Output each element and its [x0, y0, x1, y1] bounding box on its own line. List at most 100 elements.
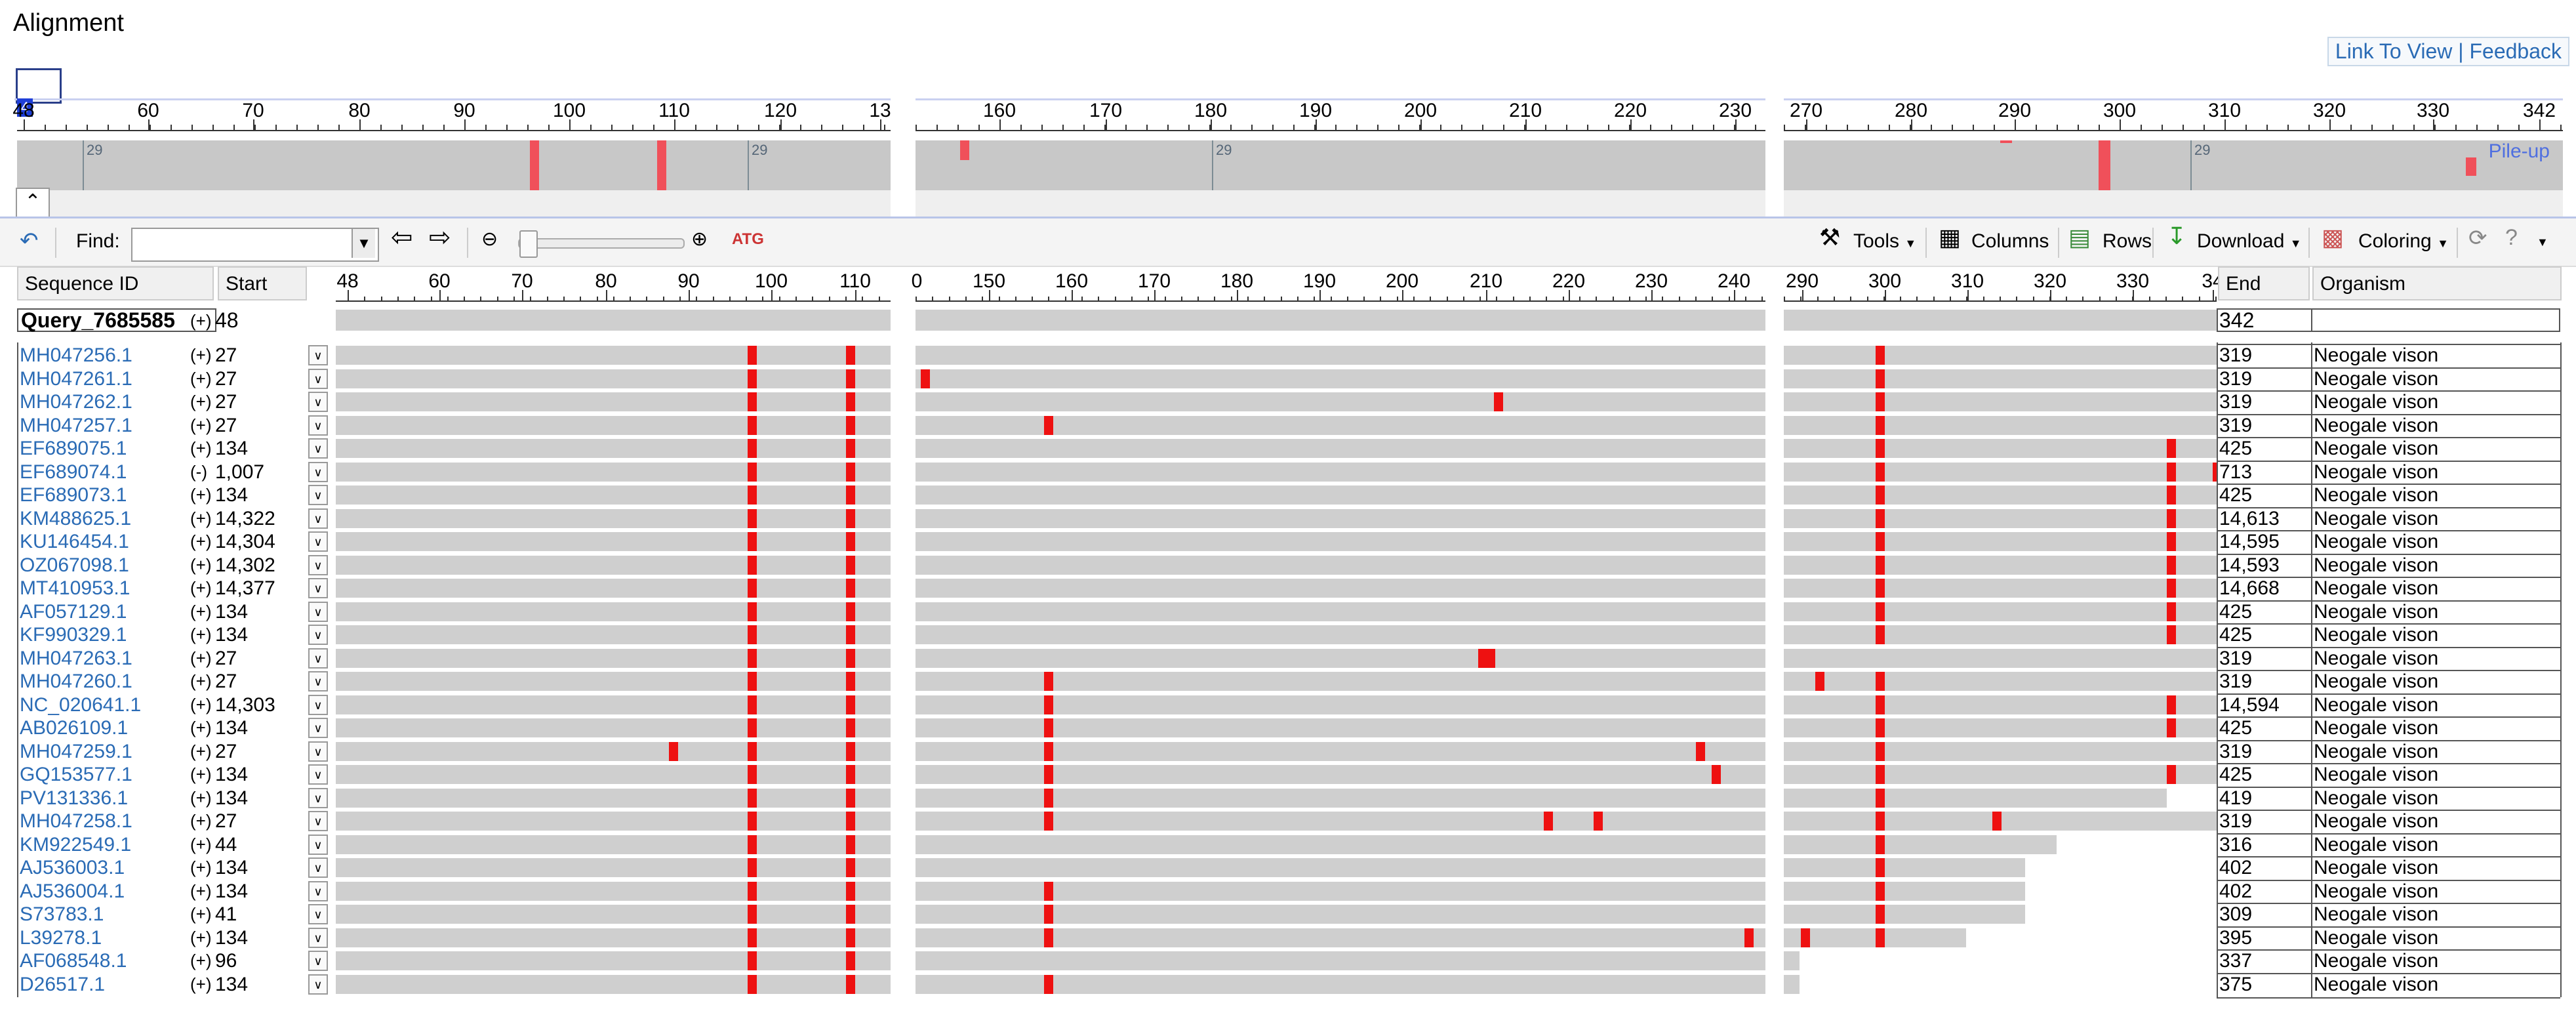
- alignment-bar[interactable]: [1784, 485, 2217, 505]
- alignment-bar[interactable]: [336, 765, 891, 784]
- alignment-bar[interactable]: [916, 882, 1765, 901]
- alignment-bar[interactable]: [916, 416, 1765, 435]
- row-expand-button[interactable]: ∨: [308, 438, 328, 459]
- coloring-icon[interactable]: ▩: [2322, 224, 2345, 251]
- alignment-bar[interactable]: [336, 742, 891, 761]
- alignment-bar[interactable]: [336, 812, 891, 831]
- download-icon[interactable]: ↧: [2167, 222, 2187, 249]
- tools-icon[interactable]: ⚒: [1819, 224, 1841, 251]
- sequence-id-link[interactable]: L39278.1: [20, 927, 102, 949]
- sequence-id-link[interactable]: MT410953.1: [20, 577, 131, 599]
- zoom-out-icon[interactable]: ⊖: [481, 228, 498, 250]
- alignment-bar[interactable]: [1784, 951, 1800, 970]
- alignment-bar[interactable]: [1784, 882, 2025, 901]
- alignment-bar[interactable]: [336, 975, 891, 994]
- alignment-bar[interactable]: [916, 695, 1765, 714]
- download-menu-button[interactable]: Download ▼: [2197, 230, 2302, 252]
- alignment-bar[interactable]: [336, 579, 891, 598]
- alignment-bar[interactable]: [336, 556, 891, 575]
- row-expand-button[interactable]: ∨: [308, 974, 328, 995]
- row-expand-button[interactable]: ∨: [308, 578, 328, 598]
- alignment-bar[interactable]: [336, 905, 891, 924]
- sequence-id-link[interactable]: EF689074.1: [20, 461, 127, 483]
- row-expand-button[interactable]: ∨: [308, 531, 328, 552]
- start-marker[interactable]: 4: [17, 98, 33, 117]
- sequence-id-link[interactable]: PV131336.1: [20, 787, 129, 809]
- show-sequence-icon[interactable]: ATG: [732, 230, 764, 248]
- link-to-view-link[interactable]: Link To View: [2335, 39, 2453, 63]
- alignment-bar[interactable]: [1784, 835, 2057, 854]
- row-expand-button[interactable]: ∨: [308, 811, 328, 831]
- sequence-id-link[interactable]: EF689075.1: [20, 438, 127, 459]
- alignment-bar[interactable]: [336, 789, 891, 808]
- pileup-label[interactable]: Pile-up: [2488, 140, 2550, 162]
- alignment-bar[interactable]: [1784, 649, 2217, 668]
- start-column-header[interactable]: Start: [218, 266, 307, 300]
- alignment-bar[interactable]: [1784, 625, 2217, 644]
- row-expand-button[interactable]: ∨: [308, 741, 328, 762]
- sequence-id-link[interactable]: KM488625.1: [20, 508, 132, 529]
- sequence-id-link[interactable]: MH047263.1: [20, 648, 132, 669]
- alignment-bar[interactable]: [1784, 579, 2217, 598]
- alignment-bar[interactable]: [336, 509, 891, 528]
- rows-button[interactable]: Rows: [2103, 230, 2152, 252]
- alignment-bar[interactable]: [336, 672, 891, 691]
- alignment-bar[interactable]: [1784, 672, 2217, 691]
- alignment-bar[interactable]: [1784, 416, 2217, 435]
- row-expand-button[interactable]: ∨: [308, 555, 328, 575]
- sequence-id-link[interactable]: GQ153577.1: [20, 764, 132, 785]
- alignment-bar[interactable]: [336, 858, 891, 877]
- alignment-bar[interactable]: [916, 556, 1765, 575]
- sequence-id-link[interactable]: AF068548.1: [20, 950, 127, 972]
- alignment-bar[interactable]: [336, 882, 891, 901]
- zoom-in-icon[interactable]: ⊕: [691, 228, 708, 250]
- alignment-bar[interactable]: [1784, 532, 2217, 551]
- alignment-bar[interactable]: [336, 625, 891, 644]
- alignment-bar[interactable]: [916, 718, 1765, 737]
- alignment-bar[interactable]: [1784, 369, 2217, 388]
- alignment-bar[interactable]: [1784, 602, 2217, 621]
- alignment-bar[interactable]: [916, 625, 1765, 644]
- alignment-bar[interactable]: [916, 602, 1765, 621]
- zoom-slider-track[interactable]: [518, 238, 685, 249]
- zoom-slider-handle[interactable]: [519, 230, 538, 258]
- alignment-bar[interactable]: [916, 439, 1765, 458]
- alignment-bar[interactable]: [1784, 765, 2217, 784]
- alignment-bar[interactable]: [916, 392, 1765, 411]
- alignment-bar[interactable]: [1784, 905, 2025, 924]
- alignment-bar[interactable]: [1784, 858, 2025, 877]
- row-expand-button[interactable]: ∨: [308, 485, 328, 505]
- alignment-bar[interactable]: [336, 346, 891, 365]
- alignment-bar[interactable]: [1784, 392, 2217, 411]
- alignment-bar[interactable]: [916, 742, 1765, 761]
- alignment-bar[interactable]: [1784, 695, 2217, 714]
- row-expand-button[interactable]: ∨: [308, 462, 328, 482]
- sequence-id-column-header[interactable]: Sequence ID: [17, 266, 214, 300]
- sequence-id-link[interactable]: NC_020641.1: [20, 694, 142, 716]
- alignment-bar[interactable]: [336, 392, 891, 411]
- alignment-bar[interactable]: [1784, 509, 2217, 528]
- row-expand-button[interactable]: ∨: [308, 392, 328, 412]
- sequence-id-link[interactable]: MH047260.1: [20, 671, 132, 692]
- alignment-bar[interactable]: [916, 346, 1765, 365]
- refresh-icon[interactable]: ⟳: [2468, 226, 2487, 251]
- sequence-id-link[interactable]: KU146454.1: [20, 531, 129, 552]
- alignment-bar[interactable]: [1784, 439, 2217, 458]
- alignment-bar[interactable]: [1784, 928, 1966, 947]
- sequence-id-link[interactable]: OZ067098.1: [20, 554, 129, 576]
- alignment-bar[interactable]: [1784, 463, 2217, 482]
- alignment-bar[interactable]: [916, 789, 1765, 808]
- alignment-bar[interactable]: [916, 951, 1765, 970]
- row-expand-button[interactable]: ∨: [308, 671, 328, 691]
- sequence-id-link[interactable]: EF689073.1: [20, 484, 127, 506]
- row-expand-button[interactable]: ∨: [308, 928, 328, 948]
- alignment-bar[interactable]: [916, 672, 1765, 691]
- alignment-bar[interactable]: [916, 532, 1765, 551]
- row-expand-button[interactable]: ∨: [308, 415, 328, 436]
- alignment-bar[interactable]: [916, 812, 1765, 831]
- overview-viewport-box[interactable]: [16, 68, 62, 104]
- help-dropdown-icon[interactable]: ▼: [2537, 236, 2548, 249]
- alignment-bar[interactable]: [1784, 975, 1800, 994]
- organism-column-header[interactable]: Organism: [2312, 266, 2562, 300]
- columns-button[interactable]: Columns: [1971, 230, 2049, 252]
